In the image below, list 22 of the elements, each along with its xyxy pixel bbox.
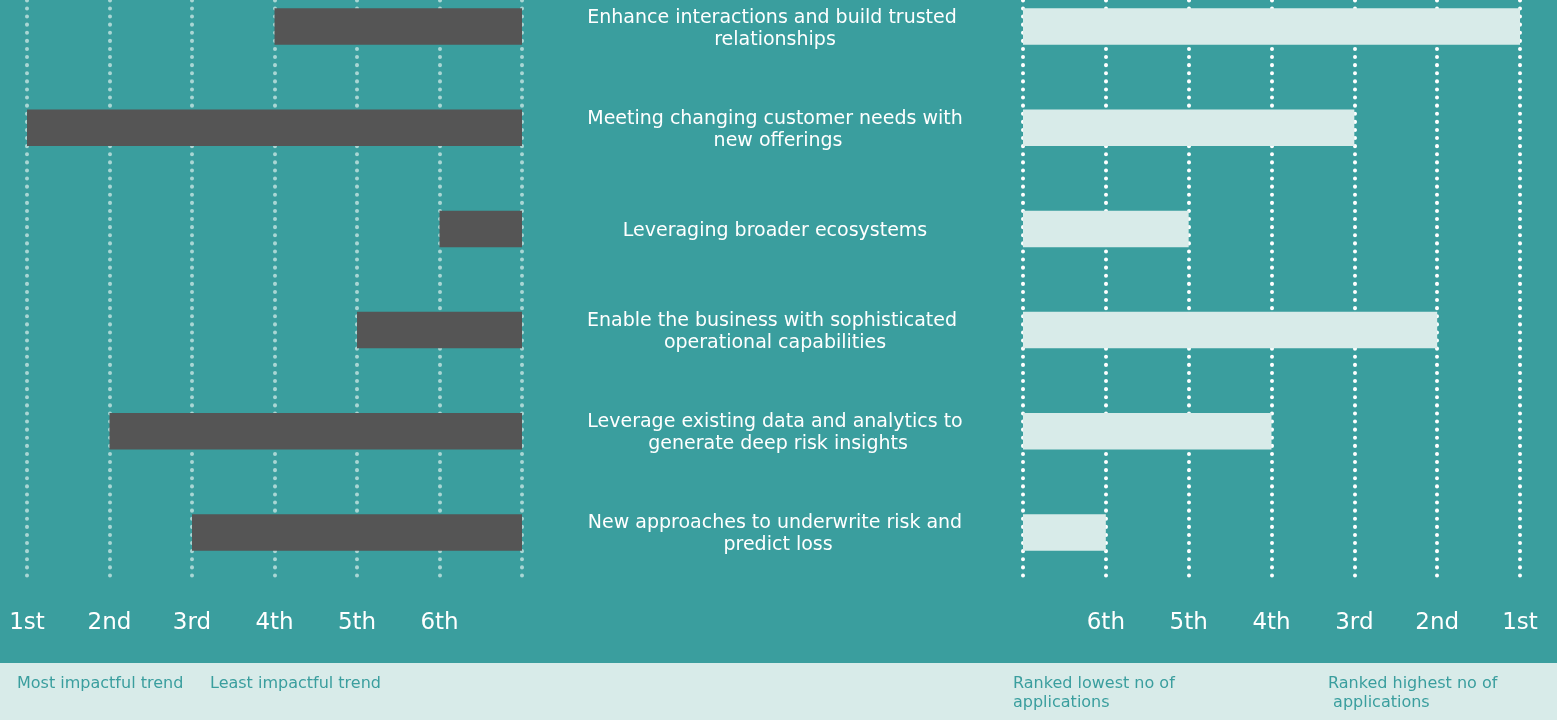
x-tick-label: 6th xyxy=(1086,607,1125,634)
text: Ranked highest no of applications xyxy=(1328,673,1498,711)
text: Least impactful trend xyxy=(210,673,381,692)
y-tick-label: Enable the business with sophisticated operational capabilities xyxy=(586,308,964,353)
x-tick-label: 1st xyxy=(9,607,45,634)
x-tick-label: 3rd xyxy=(172,607,212,634)
x-tick-label: 2nd xyxy=(1415,607,1460,634)
y-tick-label: Leverage existing data and analytics to generate deep risk insights xyxy=(587,409,963,454)
x-tick-label: 1st xyxy=(1502,607,1538,634)
x-tick-label: 4th xyxy=(255,607,294,634)
x-tick-label: 5th xyxy=(337,607,377,634)
x-tick-label: 3rd xyxy=(1335,607,1374,634)
y-tick-label: Enhance interactions and build trusted relationships xyxy=(587,4,963,49)
x-tick-label: 2nd xyxy=(87,607,132,634)
text: Ranked lowest no of applications xyxy=(1013,673,1180,711)
y-tick-label: New approaches to underwrite risk and predict loss xyxy=(587,510,963,555)
y-tick-label: Meeting changing customer needs with new offerings xyxy=(587,105,963,150)
x-tick-label: 6th xyxy=(420,607,459,634)
x-tick-label: 4th xyxy=(1252,607,1291,634)
y-tick-label: Leveraging broader ecosystems xyxy=(622,217,928,240)
text: Most impactful trend xyxy=(17,673,184,692)
x-tick-label: 5th xyxy=(1169,607,1208,634)
